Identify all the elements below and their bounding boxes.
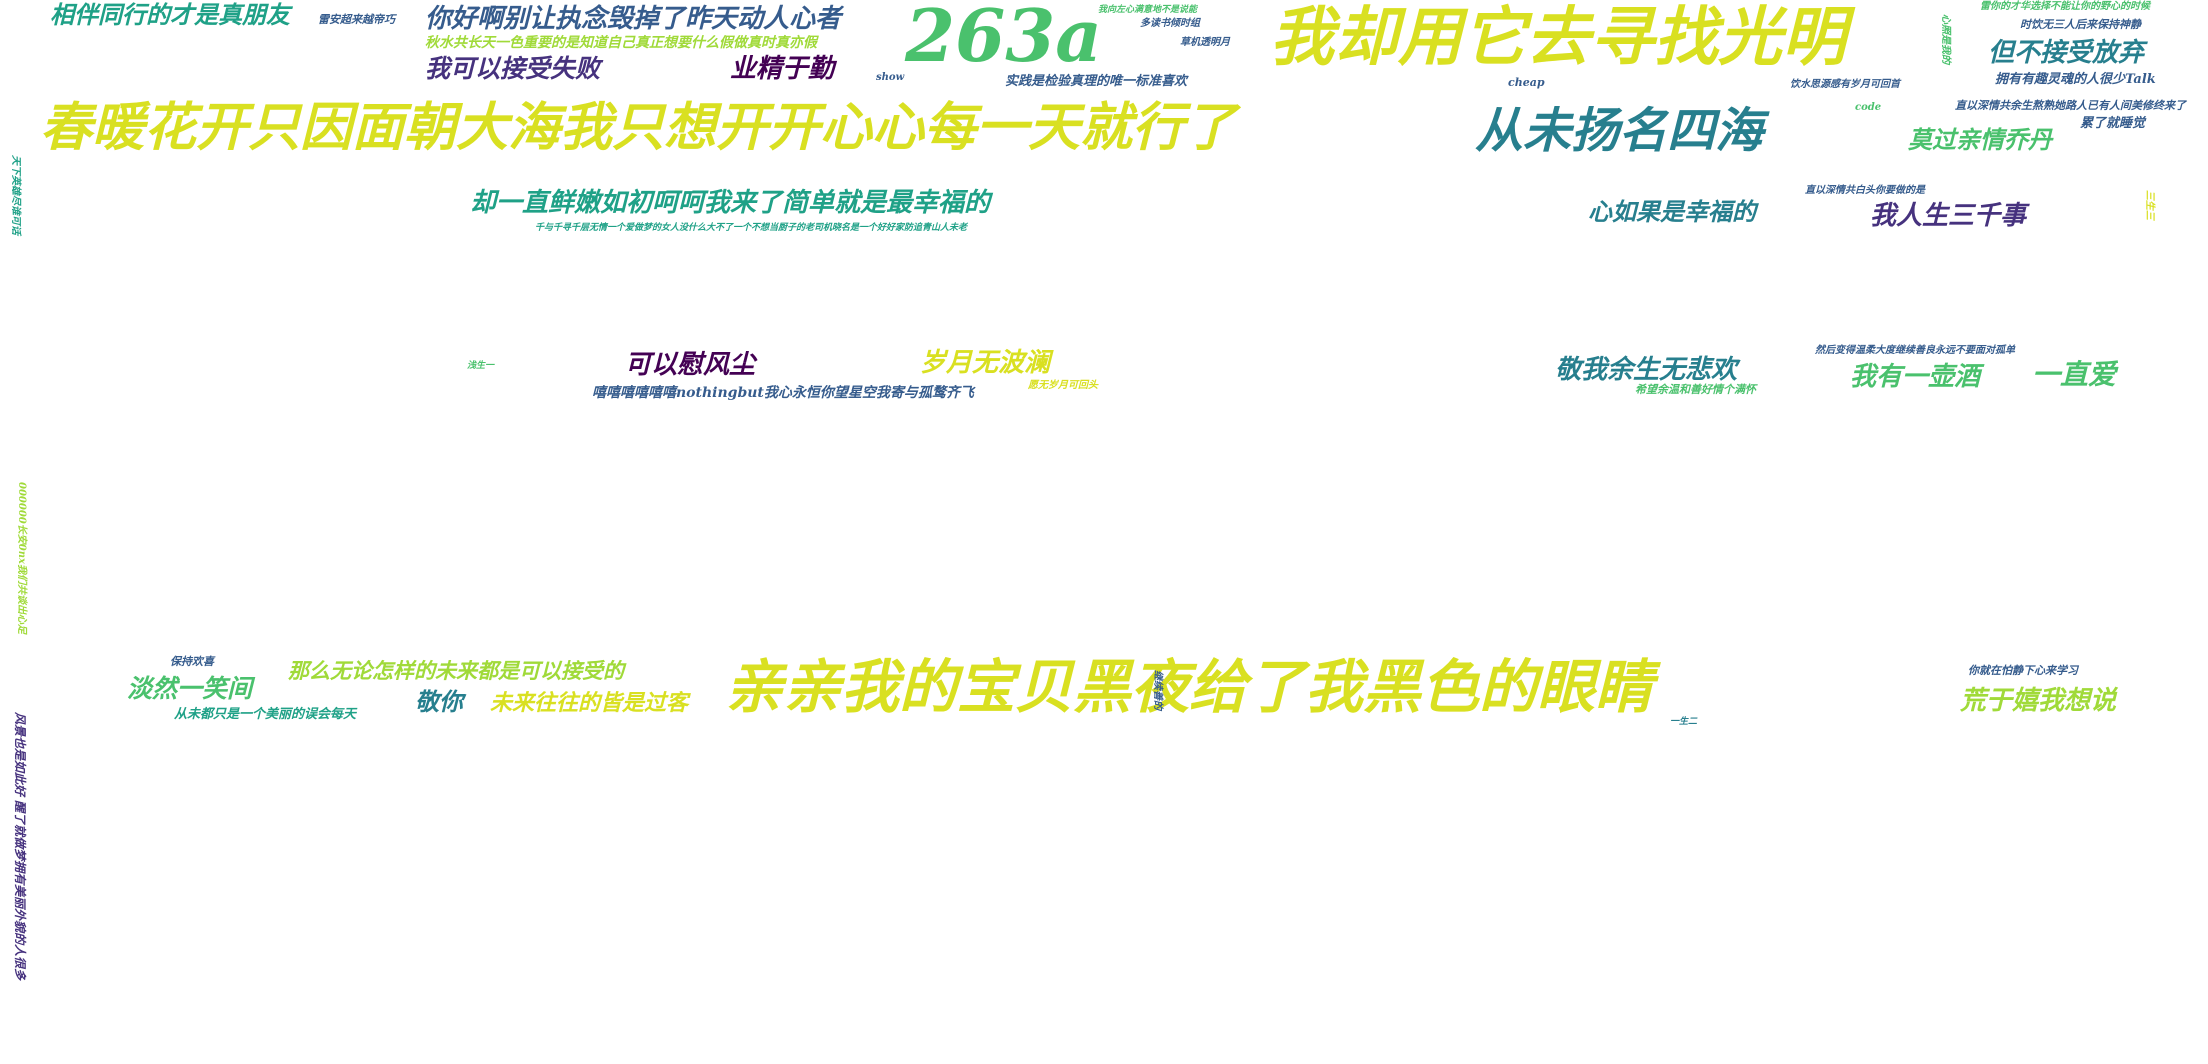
cloud-word: 你就在怕静下心来学习 xyxy=(1968,664,2078,677)
cloud-word: 多读书倾时组 xyxy=(1140,18,1200,29)
cloud-word: 从未扬名四海 xyxy=(1475,103,1764,159)
cloud-word: 心如果是幸福的 xyxy=(1588,197,1756,226)
cloud-word: 累了就睡觉 xyxy=(2080,116,2146,131)
cloud-word: 我有一壶酒 xyxy=(1850,362,1981,392)
cloud-word: 从未都只是一个美丽的误会每天 xyxy=(174,707,357,722)
cloud-word: 嘻嘻嘻嘻嘻嘻nothingbut我心永恒你望星空我寄与孤鹜齐飞 xyxy=(592,385,974,401)
cloud-word: 263a xyxy=(905,0,1102,78)
cloud-word: 却一直鲜嫩如初呵呵我来了简单就是最幸福的 xyxy=(470,188,991,218)
cloud-word: 直以深情共白头你要做的是 xyxy=(1805,185,1925,196)
cloud-word: 敬我余生无悲欢 xyxy=(1555,355,1738,385)
cloud-word: 你好啊别让执念毁掉了昨天动人心者 xyxy=(425,4,842,34)
cloud-word: 那么无论怎样的未来都是可以接受的 xyxy=(288,658,624,683)
cloud-word: 莫过亲情乔丹 xyxy=(1908,125,2052,154)
cloud-word: 饮水思源感有岁月可回首 xyxy=(1790,79,1900,90)
cloud-word: 希望余温和善好情个满怀 xyxy=(1635,383,1756,396)
cloud-word: 保持欢喜 xyxy=(170,655,214,668)
cloud-word: code xyxy=(1855,102,1882,113)
cloud-word: 风景也是如此好 醒了就做梦拥有美丽外貌的人很多 xyxy=(13,712,27,981)
cloud-word: 三生三 xyxy=(2144,190,2155,220)
cloud-word: 我可以接受失败 xyxy=(425,54,601,83)
cloud-word: 愿无岁月可回头 xyxy=(1028,380,1098,391)
cloud-word: 敬你 xyxy=(415,687,463,716)
cloud-word: 浅生一 xyxy=(467,361,495,371)
cloud-word: 我却用它去寻找光明 xyxy=(1270,0,1846,75)
cloud-word: 我向左心满意地不是说能 xyxy=(1098,5,1198,15)
cloud-word: 春暖花开只因面朝大海我只想开开心心每一天就行了 xyxy=(40,97,1237,158)
cloud-word: 业精于勤 xyxy=(730,54,835,84)
cloud-word: 岁月无波澜 xyxy=(920,348,1051,378)
cloud-word: show xyxy=(876,72,905,83)
cloud-word: 一直爱 xyxy=(2032,358,2117,391)
cloud-word: 但不接受放弃 xyxy=(1988,38,2145,68)
cloud-word: 千与千寻千层无情一个爱做梦的女人没什么大不了一个不想当厨子的老司机晓名是一个好好… xyxy=(535,223,968,233)
cloud-word: cheap xyxy=(1508,76,1545,89)
cloud-word: 拥有有趣灵魂的人很少Talk xyxy=(1995,72,2156,87)
cloud-word: 直以深情共余生熬熟她路人已有人间美修终来了 xyxy=(1955,99,2186,112)
cloud-word: 心照是我的 xyxy=(1940,14,1951,64)
cloud-word: 雷你的才华选择不能让你的野心的时候 xyxy=(1980,1,2150,12)
cloud-word: 000000长安0nx我们共谈出心足 xyxy=(16,482,27,634)
cloud-word: 相伴同行的才是真朋友 xyxy=(50,0,290,29)
cloud-word: 我人生三千事 xyxy=(1870,201,2027,231)
cloud-word: 继续善的 xyxy=(1152,670,1163,710)
cloud-word: 天下英雄尽谁可话 xyxy=(10,155,21,235)
cloud-word: 实践是检验真理的唯一标准喜欢 xyxy=(1005,74,1188,89)
cloud-word: 秋水共长天一色重要的是知道自己真正想要什么假做真时真亦假 xyxy=(425,35,817,51)
cloud-word: 亲亲我的宝贝黑夜给了我黑色的眼睛 xyxy=(725,653,1654,721)
cloud-word: 一生二 xyxy=(1670,717,1698,727)
cloud-word: 时饮无三人后来保持神静 xyxy=(2020,18,2141,31)
cloud-word: 淡然一笑间 xyxy=(127,674,253,703)
cloud-word: 草机透明月 xyxy=(1180,37,1230,48)
cloud-word: 可以慰风尘 xyxy=(625,350,756,380)
cloud-word: 雷安超来越帝巧 xyxy=(318,13,395,26)
cloud-word: 未来往往的皆是过客 xyxy=(490,690,689,716)
cloud-word: 然后变得温柔大度继续善良永远不要面对孤单 xyxy=(1815,345,2015,356)
cloud-word: 荒于嬉我想说 xyxy=(1960,686,2117,716)
